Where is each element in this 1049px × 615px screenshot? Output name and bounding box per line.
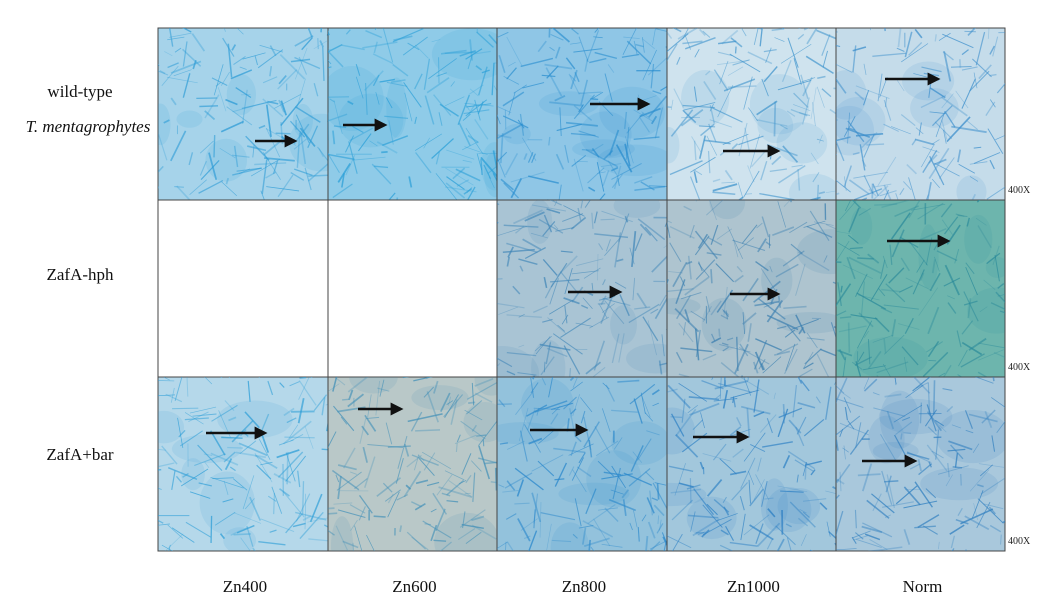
cluster: [172, 434, 242, 463]
cluster: [176, 111, 202, 128]
cluster: [702, 298, 747, 351]
column-label: Zn1000: [727, 577, 780, 596]
cluster: [853, 337, 927, 380]
cluster: [761, 258, 792, 304]
cluster: [986, 257, 1009, 278]
cluster: [527, 200, 552, 244]
hypha: [496, 468, 497, 491]
cluster: [144, 411, 184, 443]
hypha: [199, 106, 218, 107]
cluster: [850, 208, 872, 245]
hypha: [400, 525, 401, 532]
cluster: [411, 385, 468, 410]
cluster: [539, 91, 599, 116]
row-label: wild-type: [47, 82, 112, 101]
hypha: [783, 11, 794, 29]
cluster: [572, 139, 635, 158]
micrograph: [158, 200, 328, 377]
hypha: [172, 408, 198, 409]
hypha: [965, 549, 966, 566]
hypha: [951, 67, 972, 68]
hypha: [214, 1, 226, 32]
hypha: [514, 503, 529, 504]
hypha: [274, 493, 275, 514]
cluster: [331, 516, 353, 575]
cluster: [503, 124, 531, 144]
cluster: [610, 305, 637, 345]
hypha: [849, 322, 850, 352]
column-label: Zn400: [223, 577, 267, 596]
cluster: [551, 522, 589, 572]
cluster: [964, 215, 992, 264]
figure: wild-type T. mentagrophytes 400X ZafA-hph 40…: [0, 0, 1049, 615]
hypha: [342, 399, 349, 400]
image-grid: [132, 1, 1027, 575]
hypha: [870, 3, 881, 30]
hypha: [276, 133, 291, 134]
cluster: [757, 108, 793, 143]
magnification: 400X: [1008, 362, 1031, 373]
cluster: [761, 478, 788, 530]
hypha: [857, 258, 873, 259]
column-label: Norm: [903, 577, 943, 596]
micrograph: [328, 200, 497, 377]
hypha: [711, 269, 712, 283]
hypha: [884, 481, 898, 482]
column-label: Zn600: [392, 577, 436, 596]
hypha: [1001, 535, 1002, 545]
hypha: [374, 516, 386, 517]
hypha: [284, 437, 314, 438]
cluster: [386, 78, 407, 138]
hypha: [468, 402, 475, 403]
cluster: [879, 399, 952, 434]
cluster: [205, 139, 247, 182]
hypha: [960, 59, 961, 68]
cluster: [910, 88, 959, 128]
magnification: 400X: [1008, 536, 1031, 547]
cluster: [586, 450, 641, 507]
cluster: [599, 87, 665, 139]
hypha: [935, 34, 936, 41]
cluster: [150, 103, 170, 145]
hypha: [132, 470, 162, 472]
hypha: [328, 513, 337, 514]
hypha: [174, 187, 184, 188]
cluster: [681, 70, 729, 127]
row-label: T. mentagrophytes: [26, 117, 151, 136]
hypha: [375, 5, 385, 30]
cluster: [920, 467, 998, 500]
page: {"rows": [ {"label_lines": ["wild-type",…: [0, 0, 1049, 615]
hypha: [549, 14, 550, 38]
hypha: [299, 377, 306, 378]
hypha: [303, 481, 304, 514]
hypha: [884, 24, 885, 31]
hypha: [745, 194, 752, 195]
column-label: Zn800: [562, 577, 606, 596]
magnification: 400X: [1008, 185, 1031, 196]
hypha: [784, 404, 785, 415]
cluster: [227, 74, 256, 115]
row-label: ZafA-hph: [46, 265, 114, 284]
hypha: [456, 443, 457, 452]
cluster: [434, 513, 499, 572]
cluster: [918, 224, 938, 288]
row-label: ZafA+bar: [46, 445, 114, 464]
hypha: [938, 548, 954, 573]
hypha: [601, 219, 615, 220]
hypha: [141, 48, 159, 66]
cluster: [967, 287, 1026, 333]
hypha: [415, 430, 440, 431]
cluster: [521, 378, 574, 432]
cluster: [181, 458, 205, 490]
cluster: [200, 472, 255, 535]
hypha: [805, 462, 806, 480]
cluster: [321, 66, 384, 131]
